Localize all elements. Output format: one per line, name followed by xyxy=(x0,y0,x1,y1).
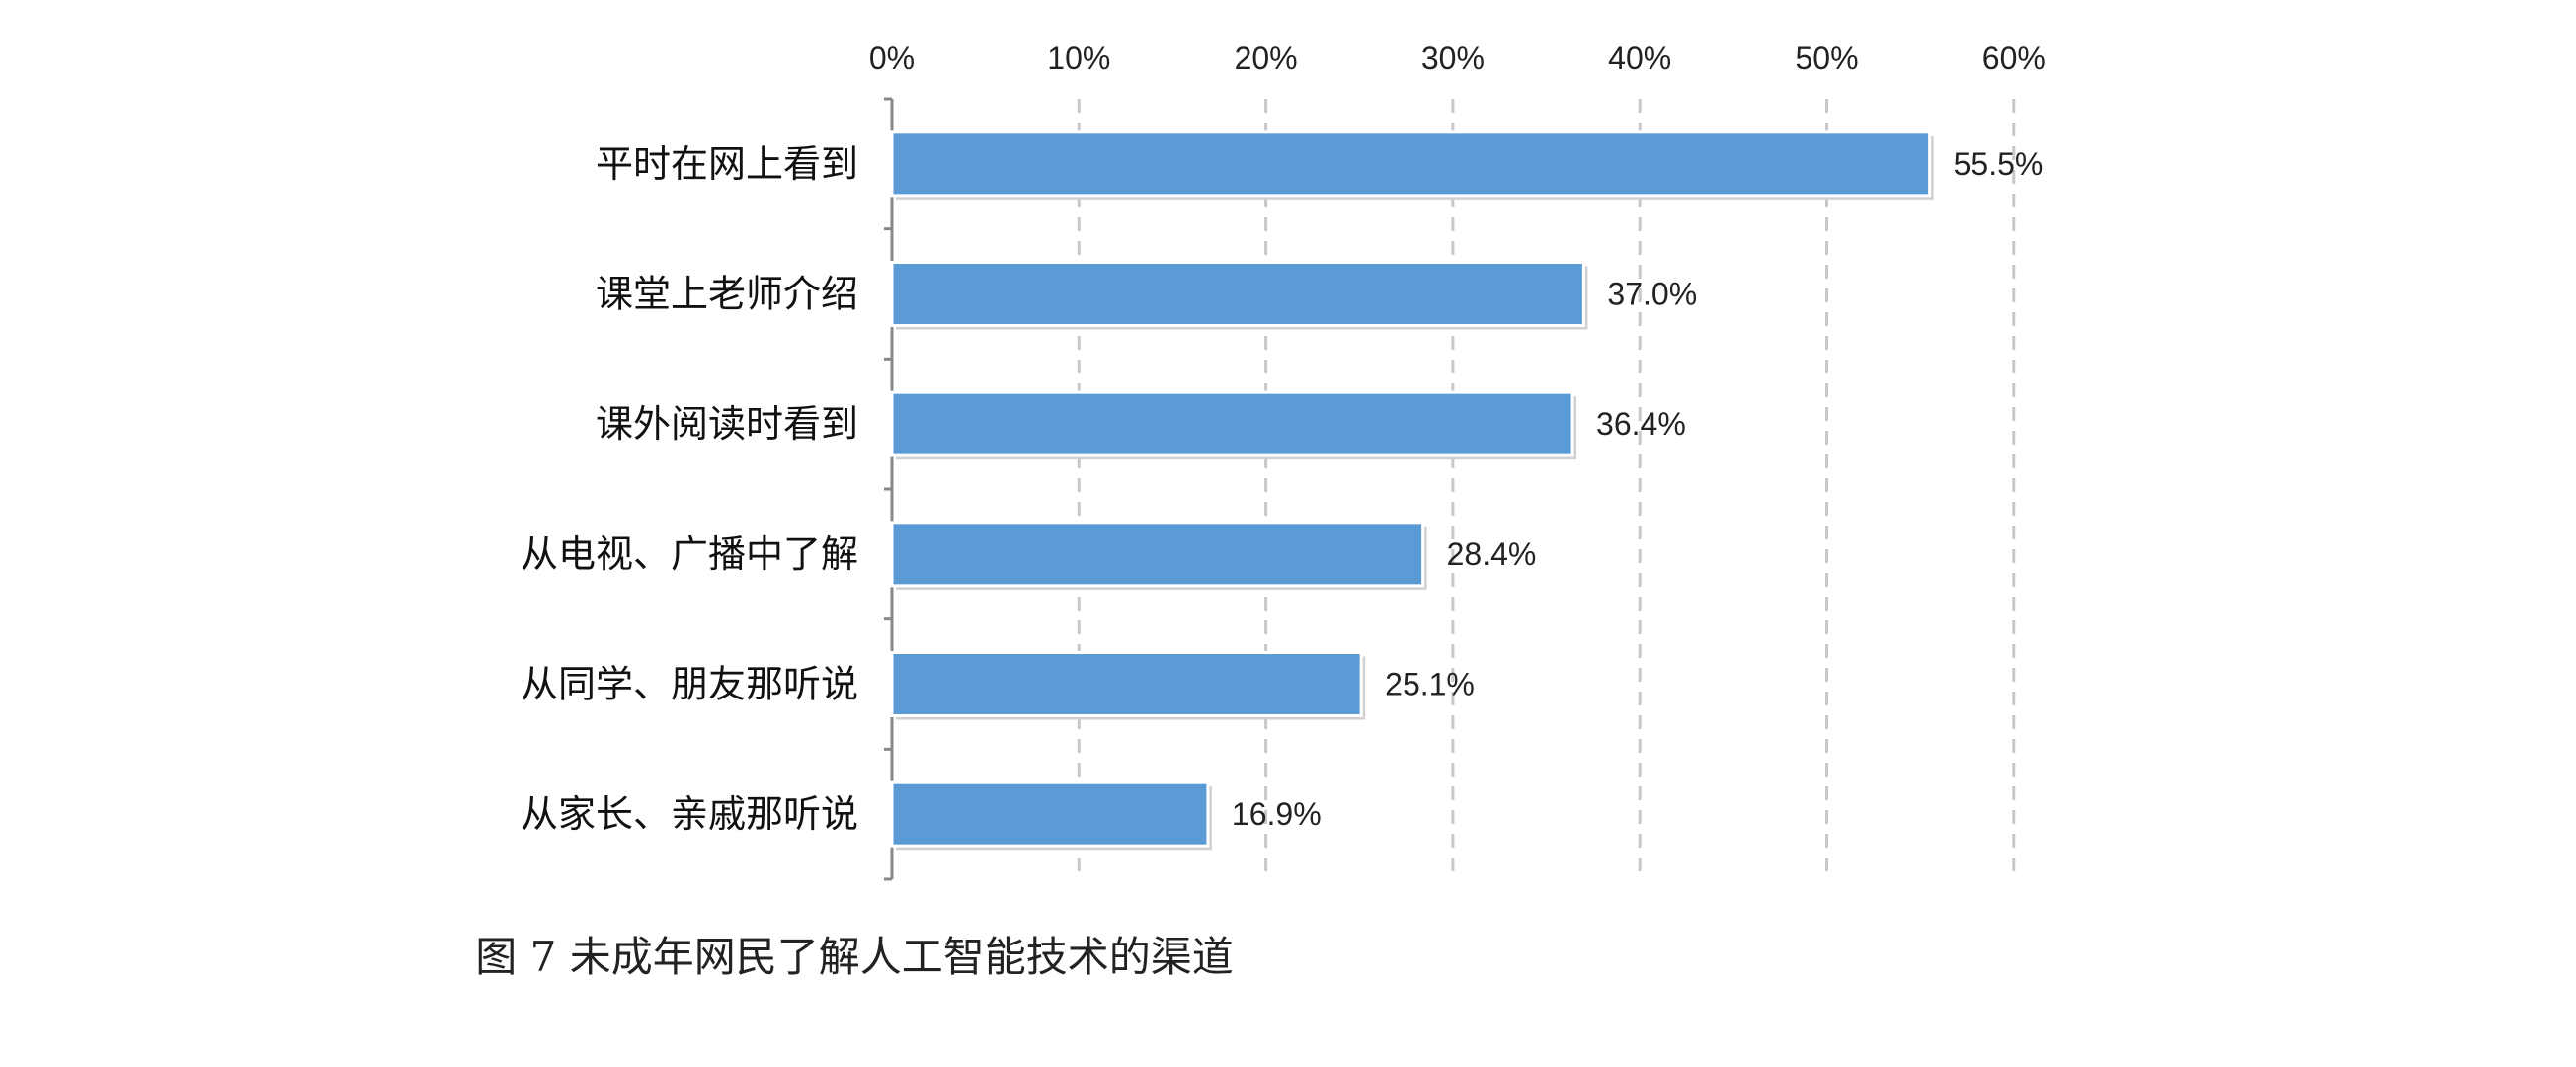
bar xyxy=(890,390,1574,457)
figure-caption: 图 7 未成年网民了解人工智能技术的渠道 xyxy=(475,933,1234,981)
data-label: 55.5% xyxy=(1954,146,2044,182)
data-label: 16.9% xyxy=(1232,796,1322,832)
bar xyxy=(890,130,1932,198)
x-tick-label: 20% xyxy=(1235,41,1298,76)
category-label: 平时在网上看到 xyxy=(596,142,858,186)
x-tick-label: 60% xyxy=(1982,41,2046,76)
data-label: 25.1% xyxy=(1385,667,1475,702)
bar xyxy=(890,521,1425,588)
category-label: 课堂上老师介绍 xyxy=(596,273,858,316)
data-label: 28.4% xyxy=(1447,536,1537,572)
x-tick-label: 30% xyxy=(1421,41,1485,76)
bar xyxy=(890,780,1210,848)
category-label: 课外阅读时看到 xyxy=(596,402,858,446)
category-label: 从电视、广播中了解 xyxy=(521,533,858,576)
bar xyxy=(890,651,1363,717)
x-tick-label: 40% xyxy=(1608,41,1671,76)
category-label: 从家长、亲戚那听说 xyxy=(521,792,858,836)
data-label: 37.0% xyxy=(1607,277,1697,312)
x-tick-label: 50% xyxy=(1795,41,1858,76)
category-label: 从同学、朋友那听说 xyxy=(521,663,858,706)
data-label: 36.4% xyxy=(1596,406,1686,442)
x-tick-label: 0% xyxy=(869,41,915,76)
x-tick-label: 10% xyxy=(1047,41,1110,76)
bar xyxy=(890,261,1585,327)
